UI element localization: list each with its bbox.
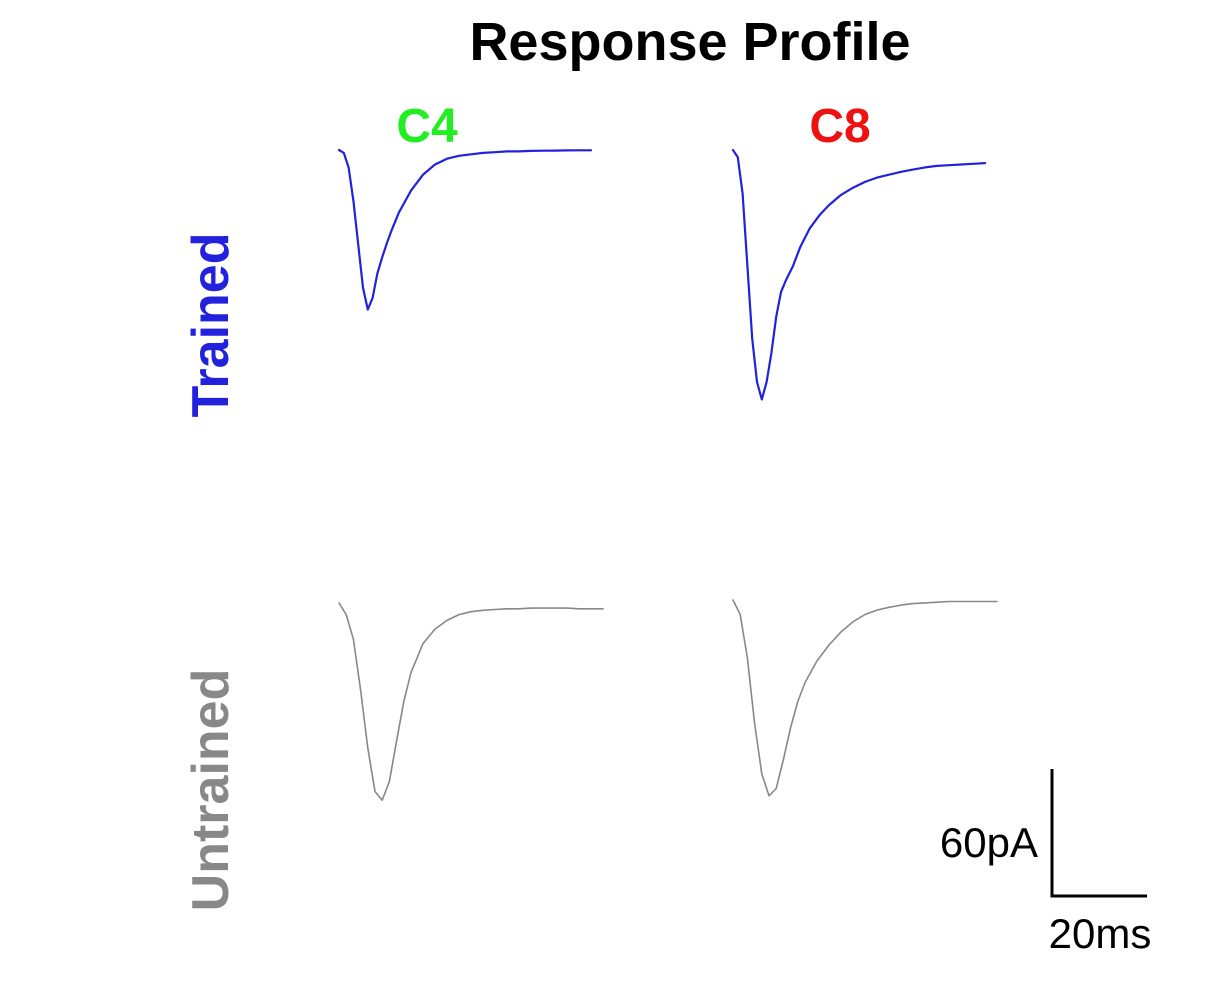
row-label-trained: Trained <box>182 233 240 418</box>
trace-untrained-c4 <box>338 602 604 801</box>
trace-trained-c8 <box>731 148 987 401</box>
trace-panels <box>337 148 998 801</box>
scale-bar-x-label: 20ms <box>1049 910 1152 957</box>
column-label-c4: C4 <box>396 100 458 153</box>
scale-bar: 60pA 20ms <box>940 769 1151 957</box>
scale-bar-y-label: 60pA <box>940 819 1038 866</box>
column-label-c8: C8 <box>809 100 870 153</box>
trace-untrained-c8 <box>732 599 998 797</box>
trace-trained-c4 <box>337 148 593 311</box>
row-label-untrained: Untrained <box>182 669 240 912</box>
chart-title: Response Profile <box>469 12 910 72</box>
